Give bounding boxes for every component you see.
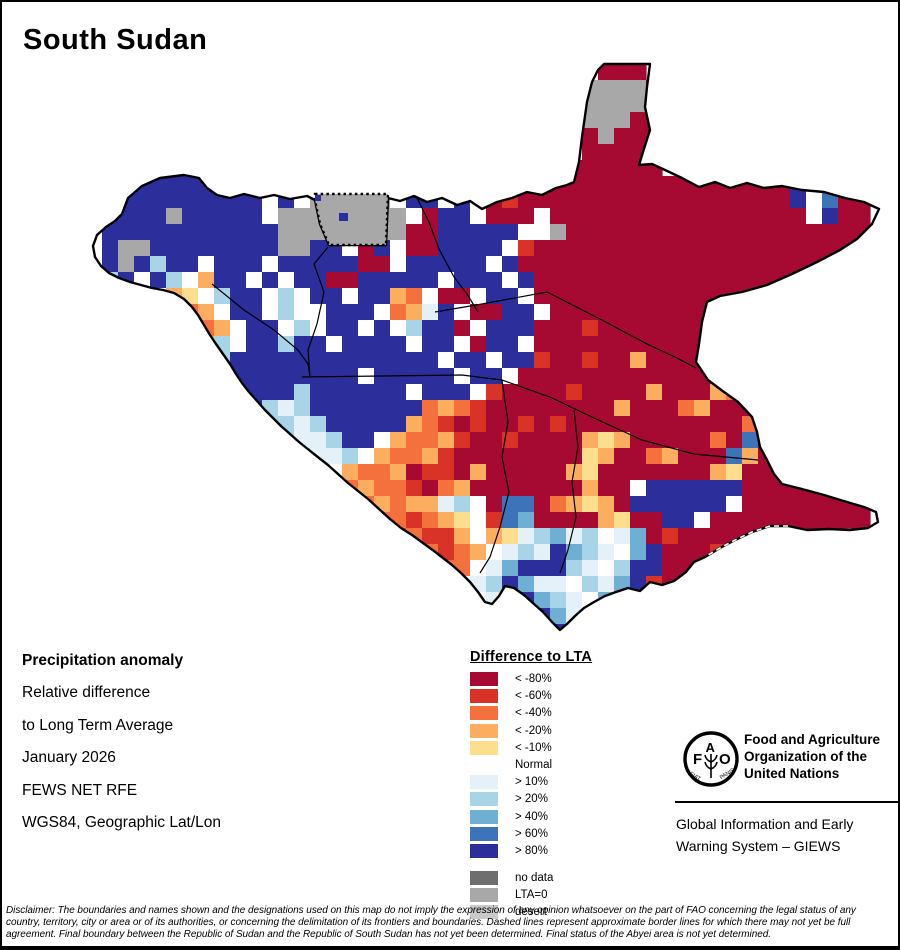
legend-label: < -40%	[515, 707, 552, 720]
info-line: to Long Term Average	[22, 716, 174, 734]
legend-label: > 10%	[515, 776, 548, 789]
legend-label: desert	[515, 906, 547, 919]
info-line: Relative difference	[22, 684, 151, 701]
giews-label: Global Information and Early Warning Syst…	[676, 816, 854, 854]
info-heading: Precipitation anomaly	[22, 652, 184, 669]
legend-swatch	[470, 740, 498, 755]
legend-swatch	[470, 809, 498, 824]
legend-row: LTA=0	[470, 888, 592, 903]
svg-text:A: A	[706, 740, 716, 755]
legend-swatch	[470, 689, 498, 704]
legend-row: > 40%	[470, 809, 592, 824]
legend-row: > 20%	[470, 792, 592, 807]
precipitation-raster	[93, 64, 871, 630]
legend-label: < -10%	[515, 741, 552, 754]
legend-row: < -40%	[470, 706, 592, 721]
map-info-block: Precipitation anomaly Relative differenc…	[22, 652, 221, 847]
legend-label: < -60%	[515, 690, 552, 703]
dashed-border-ilemi	[707, 525, 788, 556]
legend-row: Normal	[470, 757, 592, 772]
legend-swatch	[470, 888, 498, 903]
info-lines: Relative difference to Long Term Average J…	[22, 684, 221, 832]
legend-swatch	[470, 870, 498, 885]
legend-row: < -10%	[470, 740, 592, 755]
legend-label: < -80%	[515, 673, 552, 685]
info-line: FEWS NET RFE	[22, 781, 138, 799]
legend-title: Difference to LTA	[470, 649, 593, 665]
legend-row: no data	[470, 870, 592, 885]
legend-row: > 10%	[470, 775, 592, 790]
legend-row: < -60%	[470, 689, 592, 704]
disclaimer: Disclaimer: The boundaries and names sho…	[6, 905, 856, 940]
legend-row: > 60%	[470, 826, 592, 841]
fao-logo-icon: F A O FIAT PANIS	[683, 731, 739, 787]
legend-swatch	[470, 757, 498, 772]
country-border	[91, 62, 881, 632]
legend-swatch	[470, 723, 498, 738]
info-line: WGS84, Geographic Lat/Lon	[22, 814, 222, 831]
wheat-ear-icon	[704, 754, 718, 778]
legend-swatch	[470, 775, 498, 790]
page-title: South Sudan	[23, 24, 208, 56]
legend-label: < -20%	[515, 724, 552, 737]
legend-swatch	[470, 826, 498, 841]
legend-row: < -20%	[470, 723, 592, 738]
legend-rows: < -80% < -60% < -40% < -20% < -10% Normal > 10…	[470, 672, 592, 920]
legend-row: desert	[470, 905, 592, 920]
fao-org-name: Food and Agriculture Organization of the U…	[744, 732, 880, 782]
legend-label: Normal	[515, 758, 553, 771]
legend-label: > 60%	[515, 827, 548, 840]
legend-swatch	[470, 905, 498, 920]
legend-label: LTA=0	[515, 889, 548, 902]
legend-swatch	[470, 792, 498, 807]
legend-row: > 80%	[470, 843, 592, 858]
admin-borders	[211, 197, 759, 574]
legend-label: > 40%	[515, 810, 548, 823]
abyei-area	[313, 192, 390, 247]
legend-swatch	[470, 672, 498, 686]
info-line: January 2026	[22, 749, 116, 766]
legend-label: > 80%	[515, 844, 548, 857]
svg-text:FIAT: FIAT	[688, 771, 701, 783]
divider	[675, 801, 898, 803]
legend-row: < -80%	[470, 672, 592, 686]
legend: Difference to LTA < -80% < -60% < -40% < -2…	[470, 649, 592, 922]
legend-label: no data	[515, 871, 554, 884]
svg-text:F: F	[693, 751, 702, 768]
legend-swatch	[470, 843, 498, 858]
legend-swatch	[470, 706, 498, 721]
legend-label: > 20%	[515, 793, 548, 806]
svg-text:O: O	[719, 751, 731, 768]
